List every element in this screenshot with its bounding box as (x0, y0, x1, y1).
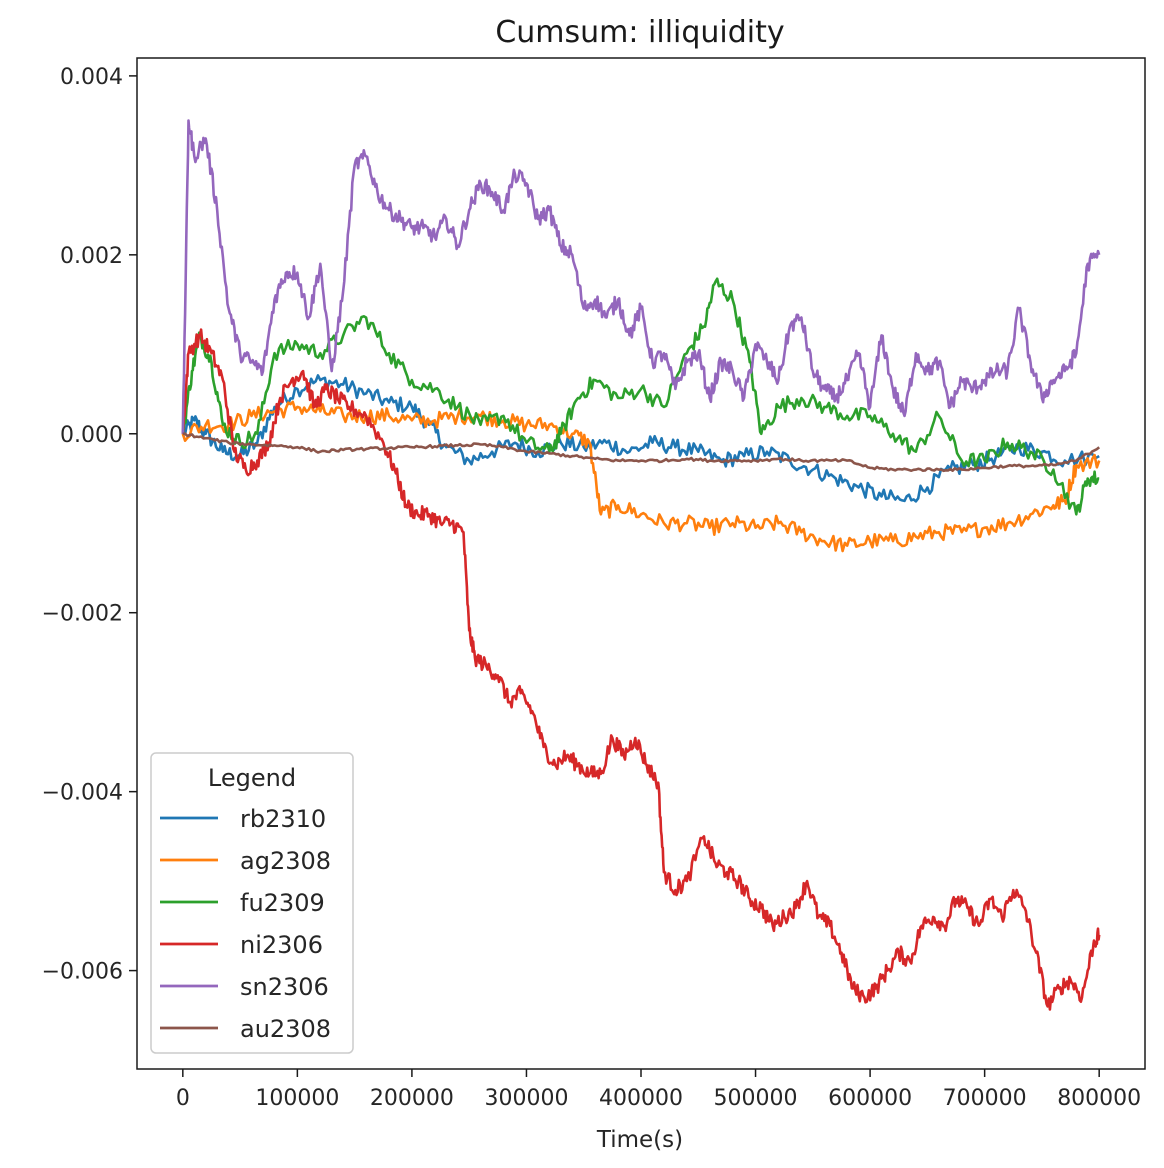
series-line-ag2308 (181, 400, 1101, 553)
y-tick-label: −0.006 (42, 960, 123, 985)
x-tick-label: 500000 (714, 1086, 798, 1111)
legend-label: rb2310 (240, 805, 326, 833)
legend-label: ni2306 (240, 931, 323, 959)
y-tick-label: −0.002 (42, 602, 123, 627)
legend-item-ni2306: ni2306 (160, 931, 323, 959)
y-tick-label: −0.004 (42, 781, 123, 806)
series-line-au2308 (182, 432, 1101, 473)
y-tick-label: 0.002 (60, 244, 123, 269)
legend-title: Legend (208, 764, 296, 792)
x-axis: 0 100000 200000 300000 400000 500000 600000 700… (176, 1069, 1141, 1111)
legend-item-ag2308: ag2308 (160, 847, 331, 875)
x-tick-label: 700000 (943, 1086, 1027, 1111)
legend-box (150, 752, 354, 1054)
x-tick-label: 200000 (370, 1086, 454, 1111)
series-group (181, 119, 1101, 1011)
x-axis-label: Time(s) (596, 1127, 683, 1153)
chart-title: Cumsum: illiquidity (495, 15, 784, 50)
y-axis: 0.004 0.002 0.000 −0.002 −0.004 −0.006 (42, 65, 137, 985)
y-tick-label: 0.000 (60, 423, 123, 448)
legend-item-fu2309: fu2309 (160, 889, 325, 917)
series-line-sn2306 (181, 119, 1101, 434)
legend-label: ag2308 (240, 847, 331, 875)
legend-label: sn2306 (240, 973, 329, 1001)
legend-item-sn2306: sn2306 (160, 973, 329, 1001)
series-line-ni2306 (181, 328, 1101, 1011)
series-line-rb2310 (181, 374, 1100, 503)
y-tick-label: 0.004 (60, 65, 123, 90)
x-tick-label: 600000 (828, 1086, 912, 1111)
x-tick-label: 400000 (599, 1086, 683, 1111)
legend-items: rb2310 ag2308 fu2309 ni2306 sn2306 au2308 (160, 805, 331, 1043)
legend-item-au2308: au2308 (160, 1015, 331, 1043)
x-tick-label: 100000 (255, 1086, 339, 1111)
series-line-fu2309 (181, 277, 1100, 516)
x-tick-label: 300000 (484, 1086, 568, 1111)
legend: Legend rb2310 ag2308 fu2309 ni2306 sn2306 au2… (150, 752, 354, 1054)
legend-label: fu2309 (240, 889, 325, 917)
legend-item-rb2310: rb2310 (160, 805, 326, 833)
legend-label: au2308 (240, 1015, 331, 1043)
x-tick-label: 800000 (1057, 1086, 1141, 1111)
x-tick-label: 0 (176, 1086, 190, 1111)
